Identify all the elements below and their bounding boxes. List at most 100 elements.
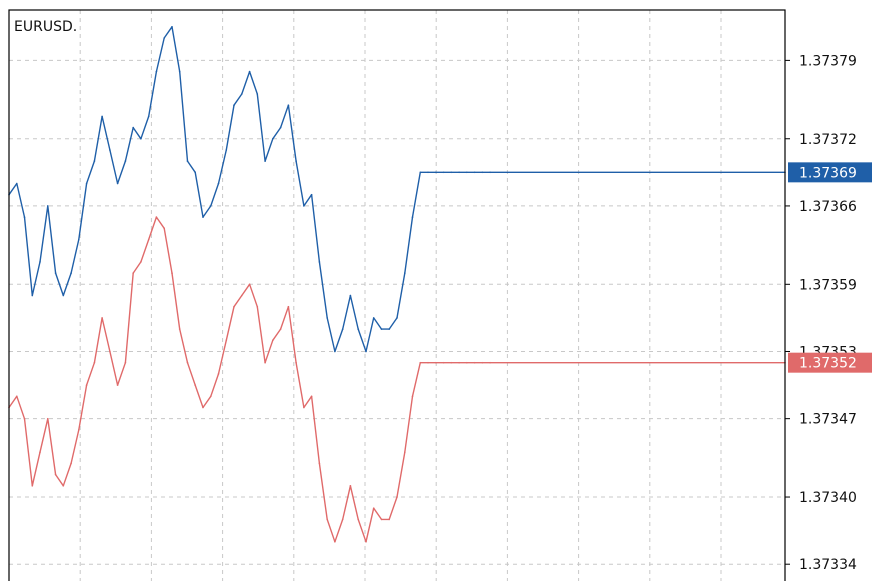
- y-tick-label: 1.37334: [799, 557, 857, 573]
- bid-data-point: [39, 261, 41, 263]
- ask-data-point: [303, 406, 305, 409]
- ask-data-point: [334, 541, 336, 543]
- ask-data-point: [124, 361, 127, 364]
- bid-data-point: [256, 93, 259, 95]
- bid-data-point: [194, 171, 196, 174]
- ask-data-point: [411, 395, 414, 398]
- bid-data-point: [163, 37, 165, 39]
- ask-data-point: [132, 272, 134, 274]
- bid-data-point: [116, 182, 119, 185]
- ask-data-point: [318, 462, 321, 465]
- bid-data-point: [287, 104, 290, 106]
- bid-data-point: [349, 294, 352, 297]
- ask-price-tag: [788, 352, 872, 373]
- ask-data-point: [380, 518, 383, 521]
- ask-data-point: [279, 328, 282, 330]
- bid-data-point: [101, 115, 103, 118]
- ask-data-point: [210, 395, 212, 398]
- ask-data-point: [39, 451, 41, 454]
- ask-data-point: [147, 238, 150, 241]
- bid-data-point: [489, 171, 491, 174]
- ask-data-point: [427, 361, 429, 364]
- bid-data-point: [357, 328, 360, 330]
- bid-data-point: [140, 138, 142, 140]
- ask-data-point: [225, 339, 228, 342]
- bid-data-point: [85, 182, 88, 185]
- ask-data-point: [372, 507, 375, 510]
- ask-data-point: [489, 361, 491, 364]
- bid-data-point: [442, 171, 445, 174]
- ask-data-point: [233, 305, 235, 308]
- ask-data-point: [217, 373, 220, 375]
- ask-data-point: [442, 361, 445, 364]
- ask-data-point: [256, 305, 259, 308]
- bid-data-point: [388, 328, 391, 330]
- ask-data-point: [54, 473, 57, 476]
- bid-data-point: [54, 272, 57, 274]
- bid-data-point: [78, 238, 80, 241]
- ask-data-point: [241, 294, 243, 297]
- ask-data-point: [326, 518, 329, 521]
- symbol-label: EURUSD.: [14, 19, 78, 35]
- bid-data-point: [372, 317, 375, 319]
- ask-data-point: [62, 485, 65, 487]
- bid-data-point: [411, 216, 414, 218]
- bid-data-point: [435, 171, 437, 174]
- bid-data-point: [248, 70, 251, 73]
- bid-data-point: [264, 160, 266, 162]
- ask-data-point: [272, 339, 274, 342]
- ask-data-point: [450, 361, 453, 364]
- ask-data-point: [248, 283, 251, 286]
- ask-data-point: [349, 485, 352, 487]
- bid-data-point: [341, 328, 344, 330]
- ask-data-point: [458, 361, 460, 364]
- ask-data-point: [31, 485, 34, 487]
- bid-data-point: [132, 126, 134, 129]
- bid-data-point: [466, 171, 468, 174]
- bid-data-point: [202, 216, 204, 218]
- bid-data-point: [178, 70, 181, 73]
- bid-data-point: [210, 205, 212, 207]
- ask-data-point: [85, 384, 88, 386]
- bid-data-point: [217, 182, 220, 185]
- bid-series-line[interactable]: [8, 26, 785, 353]
- bid-data-point: [303, 205, 305, 207]
- ask-data-point: [47, 417, 49, 420]
- bid-data-point: [473, 171, 476, 174]
- ask-data-point: [310, 395, 313, 398]
- bid-data-point: [225, 149, 228, 151]
- bid-data-point: [334, 350, 336, 353]
- bid-data-point: [23, 216, 26, 218]
- ask-data-point: [466, 361, 468, 364]
- bid-data-point: [31, 294, 34, 297]
- ask-data-point: [388, 518, 391, 521]
- bid-data-point: [310, 193, 313, 196]
- bid-data-point: [70, 272, 72, 274]
- bid-data-point: [47, 205, 49, 207]
- bid-data-point: [318, 261, 321, 263]
- ask-data-point: [78, 429, 80, 431]
- y-tick-label: 1.37359: [799, 277, 857, 293]
- ask-data-point: [93, 361, 96, 364]
- ask-series-line[interactable]: [8, 216, 785, 543]
- bid-price-label: 1.37369: [799, 165, 857, 181]
- bid-data-point: [365, 350, 367, 353]
- ask-data-point: [202, 406, 204, 409]
- ask-data-point: [140, 261, 142, 263]
- bid-data-point: [458, 171, 460, 174]
- ask-data-point: [163, 227, 165, 230]
- y-tick-label: 1.37379: [799, 53, 857, 69]
- ask-data-point: [264, 361, 266, 364]
- y-tick-label: 1.37372: [799, 132, 857, 148]
- bid-data-point: [155, 70, 158, 73]
- ask-price-label: 1.37352: [799, 356, 857, 372]
- y-tick-label: 1.37366: [799, 199, 857, 215]
- bid-data-point: [15, 182, 18, 185]
- ask-data-point: [481, 361, 484, 364]
- ask-data-point: [171, 272, 173, 274]
- bid-data-point: [427, 171, 429, 174]
- ask-data-point: [116, 384, 119, 386]
- ask-data-point: [287, 305, 290, 308]
